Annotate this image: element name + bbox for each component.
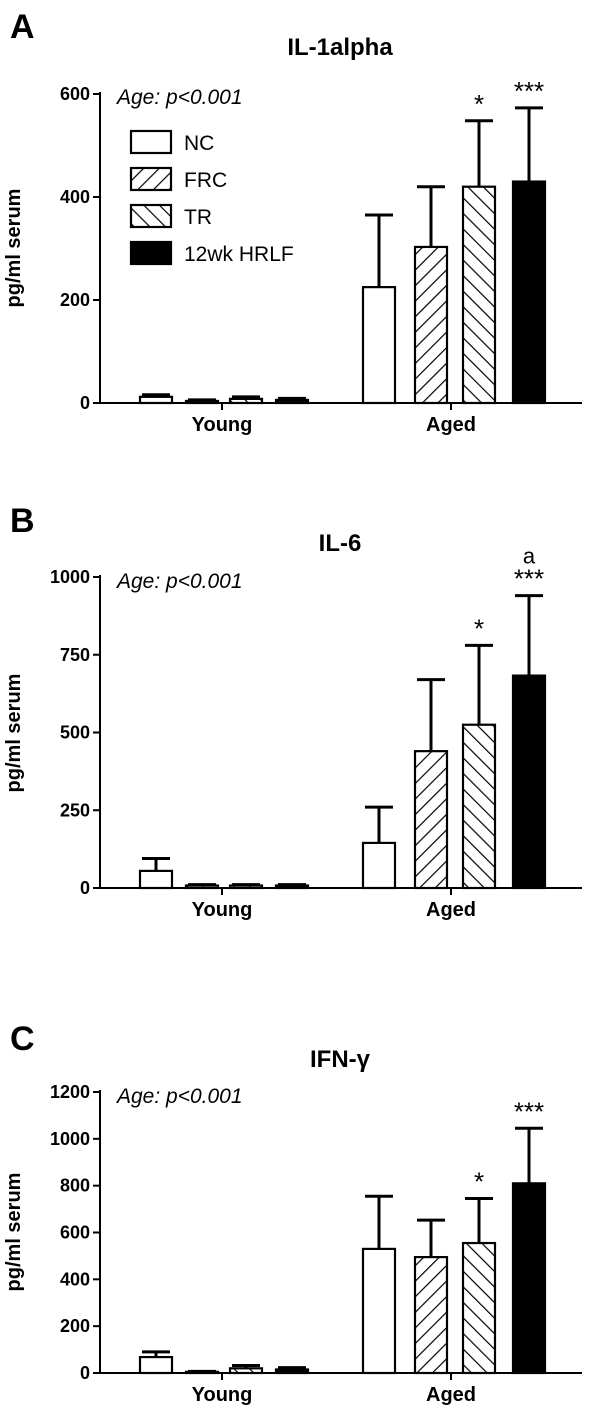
panel-letter: B (10, 502, 35, 540)
bar (228, 1367, 264, 1375)
bar (361, 1247, 397, 1375)
chart-title: IL-6 (319, 530, 362, 557)
bar (274, 398, 310, 405)
bar (138, 869, 174, 890)
significance-label: * (474, 89, 484, 119)
chart-title: IL-1alpha (287, 34, 393, 61)
age-annotation: Age: p<0.001 (115, 570, 243, 593)
y-tick-label: 1000 (50, 1129, 90, 1149)
y-axis-label: pg/ml serum (3, 674, 25, 793)
age-annotation: Age: p<0.001 (115, 86, 243, 109)
bar (413, 750, 449, 890)
bar (138, 1355, 174, 1375)
y-tick-label: 200 (60, 290, 90, 310)
y-axis-label: pg/ml serum (3, 1173, 25, 1292)
panel-c: C IFN-γ pg/ml serum 0 200 400 600 800 1000 1200 Yo… (3, 1020, 582, 1406)
x-tick-label: Aged (426, 1384, 476, 1406)
significance-label: *** (514, 564, 544, 594)
bar (461, 1241, 497, 1375)
bar (461, 185, 497, 405)
bar (184, 399, 220, 405)
y-tick-label: 500 (60, 723, 90, 743)
bar (184, 884, 220, 890)
x-tick-label: Young (192, 1384, 253, 1406)
significance-label: * (474, 613, 484, 643)
legend-label: NC (184, 132, 214, 155)
significance-label: *** (514, 1096, 544, 1126)
significance-label-a: a (523, 544, 536, 569)
bar (461, 723, 497, 890)
bar (138, 395, 174, 405)
legend-swatch-2 (129, 166, 173, 192)
y-tick-label: 750 (60, 645, 90, 665)
x-tick-label: Aged (426, 414, 476, 436)
y-axis-label: pg/ml serum (3, 189, 25, 308)
legend-label: FRC (184, 169, 227, 192)
x-tick-label: Aged (426, 899, 476, 921)
y-tick-label: 0 (80, 1363, 90, 1383)
bar (511, 180, 547, 405)
bar (228, 884, 264, 890)
legend-swatch-1 (129, 129, 173, 155)
bar (184, 1370, 220, 1375)
y-tick-label: 200 (60, 1316, 90, 1336)
bar (361, 841, 397, 890)
y-tick-label: 800 (60, 1176, 90, 1196)
bar (228, 397, 264, 405)
bar (274, 884, 310, 890)
y-tick-label: 600 (60, 1223, 90, 1243)
significance-label: *** (514, 76, 544, 106)
legend-label: 12wk HRLF (184, 243, 294, 266)
age-annotation: Age: p<0.001 (115, 1085, 243, 1108)
chart-title: IFN-γ (310, 1046, 371, 1073)
x-tick-label: Young (192, 899, 253, 921)
legend-label: TR (184, 206, 212, 229)
legend: NC FRC TR 12wk HRLF (129, 129, 294, 266)
y-tick-label: 0 (80, 393, 90, 413)
bar (274, 1368, 310, 1375)
bar (511, 674, 547, 890)
bar (361, 286, 397, 405)
bar (413, 245, 449, 405)
y-tick-label: 600 (60, 84, 90, 104)
bar (413, 1255, 449, 1375)
panel-letter: A (10, 8, 35, 46)
significance-label: * (474, 1167, 484, 1197)
panel-a: A IL-1alpha pg/ml serum 0 200 400 600 Young Aged… (3, 8, 582, 436)
y-tick-label: 0 (80, 878, 90, 898)
legend-swatch-4 (129, 240, 173, 266)
y-tick-label: 400 (60, 1269, 90, 1289)
y-tick-label: 250 (60, 800, 90, 820)
y-tick-label: 1000 (50, 567, 90, 587)
bar (511, 1182, 547, 1375)
panel-letter: C (10, 1020, 35, 1058)
x-tick-label: Young (192, 414, 253, 436)
panel-b: B IL-6 pg/ml serum 0 250 500 750 1000 Young Aged A… (3, 502, 582, 921)
legend-swatch-3 (129, 203, 173, 229)
y-tick-label: 400 (60, 187, 90, 207)
y-tick-label: 1200 (50, 1082, 90, 1102)
